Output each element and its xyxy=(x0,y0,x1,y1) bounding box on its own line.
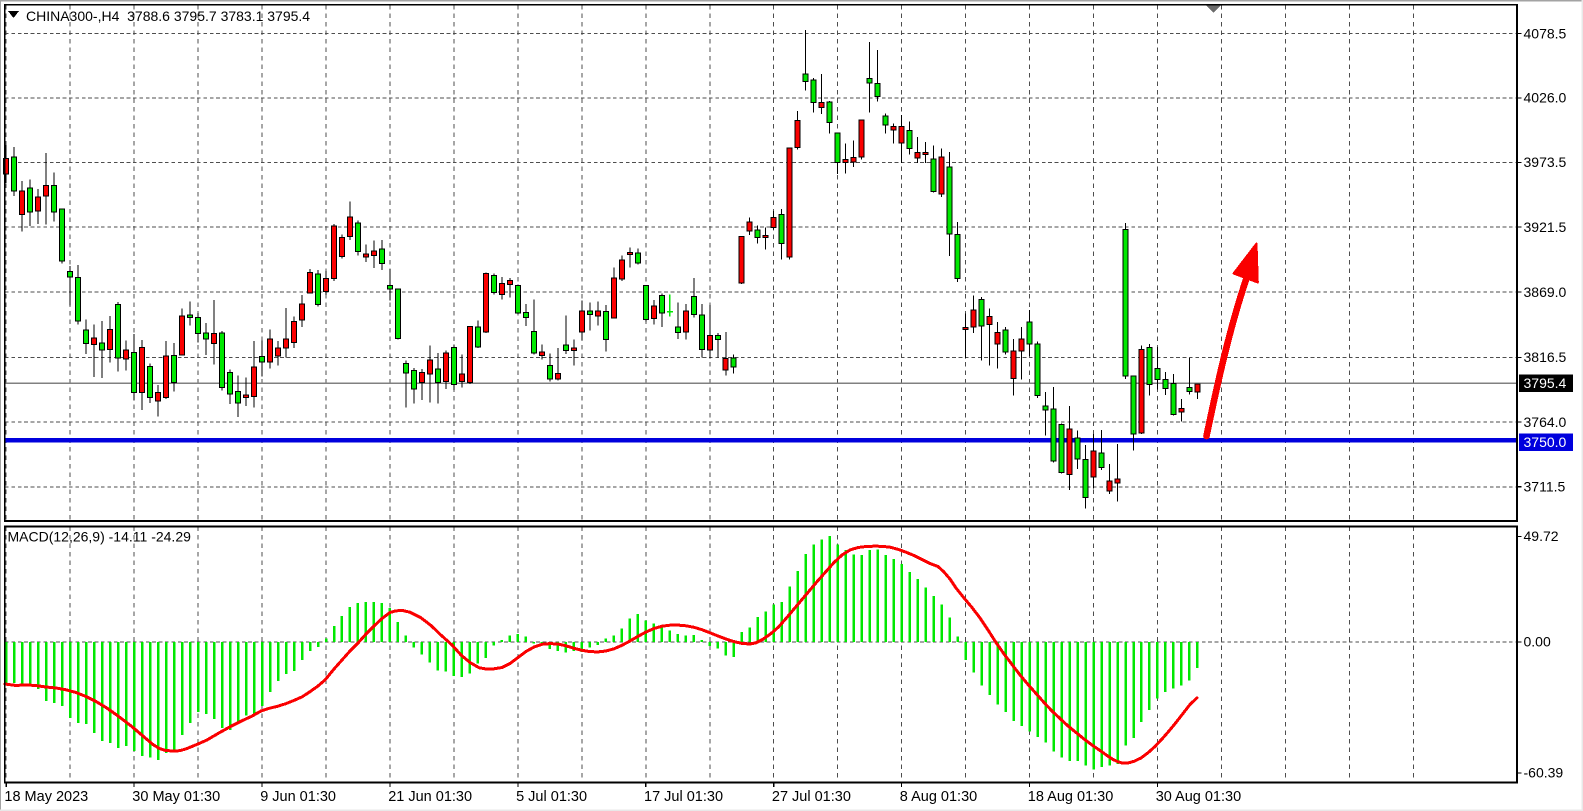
svg-text:4026.0: 4026.0 xyxy=(1524,90,1567,106)
svg-text:3869.0: 3869.0 xyxy=(1524,284,1567,300)
svg-text:3764.0: 3764.0 xyxy=(1524,414,1567,430)
svg-text:3973.5: 3973.5 xyxy=(1524,154,1567,170)
svg-text:0.00: 0.00 xyxy=(1524,634,1551,650)
svg-text:9 Jun 01:30: 9 Jun 01:30 xyxy=(260,789,336,805)
svg-text:CHINA300-,H4 3788.6 3795.7 37: CHINA300-,H4 3788.6 3795.7 3783.1 3795.4 xyxy=(26,8,310,24)
svg-text:5 Jul 01:30: 5 Jul 01:30 xyxy=(516,789,587,805)
svg-text:17 Jul 01:30: 17 Jul 01:30 xyxy=(644,789,723,805)
svg-text:3795.4: 3795.4 xyxy=(1524,375,1567,391)
svg-text:3816.5: 3816.5 xyxy=(1524,349,1567,365)
svg-text:MACD(12,26,9) -14.11 -24.29: MACD(12,26,9) -14.11 -24.29 xyxy=(8,529,192,545)
svg-text:4078.5: 4078.5 xyxy=(1524,25,1567,41)
svg-text:27 Jul 01:30: 27 Jul 01:30 xyxy=(772,789,851,805)
svg-text:18 Aug 01:30: 18 Aug 01:30 xyxy=(1028,789,1113,805)
svg-text:18 May 2023: 18 May 2023 xyxy=(4,789,88,805)
svg-text:3711.5: 3711.5 xyxy=(1524,479,1566,495)
svg-text:3921.5: 3921.5 xyxy=(1524,219,1567,235)
svg-text:30 Aug 01:30: 30 Aug 01:30 xyxy=(1156,789,1241,805)
svg-text:8 Aug 01:30: 8 Aug 01:30 xyxy=(900,789,977,805)
svg-text:30 May 01:30: 30 May 01:30 xyxy=(132,789,220,805)
svg-text:49.72: 49.72 xyxy=(1524,528,1559,544)
svg-text:3750.0: 3750.0 xyxy=(1524,434,1567,450)
svg-text:21 Jun 01:30: 21 Jun 01:30 xyxy=(388,789,472,805)
svg-text:-60.39: -60.39 xyxy=(1524,765,1564,781)
